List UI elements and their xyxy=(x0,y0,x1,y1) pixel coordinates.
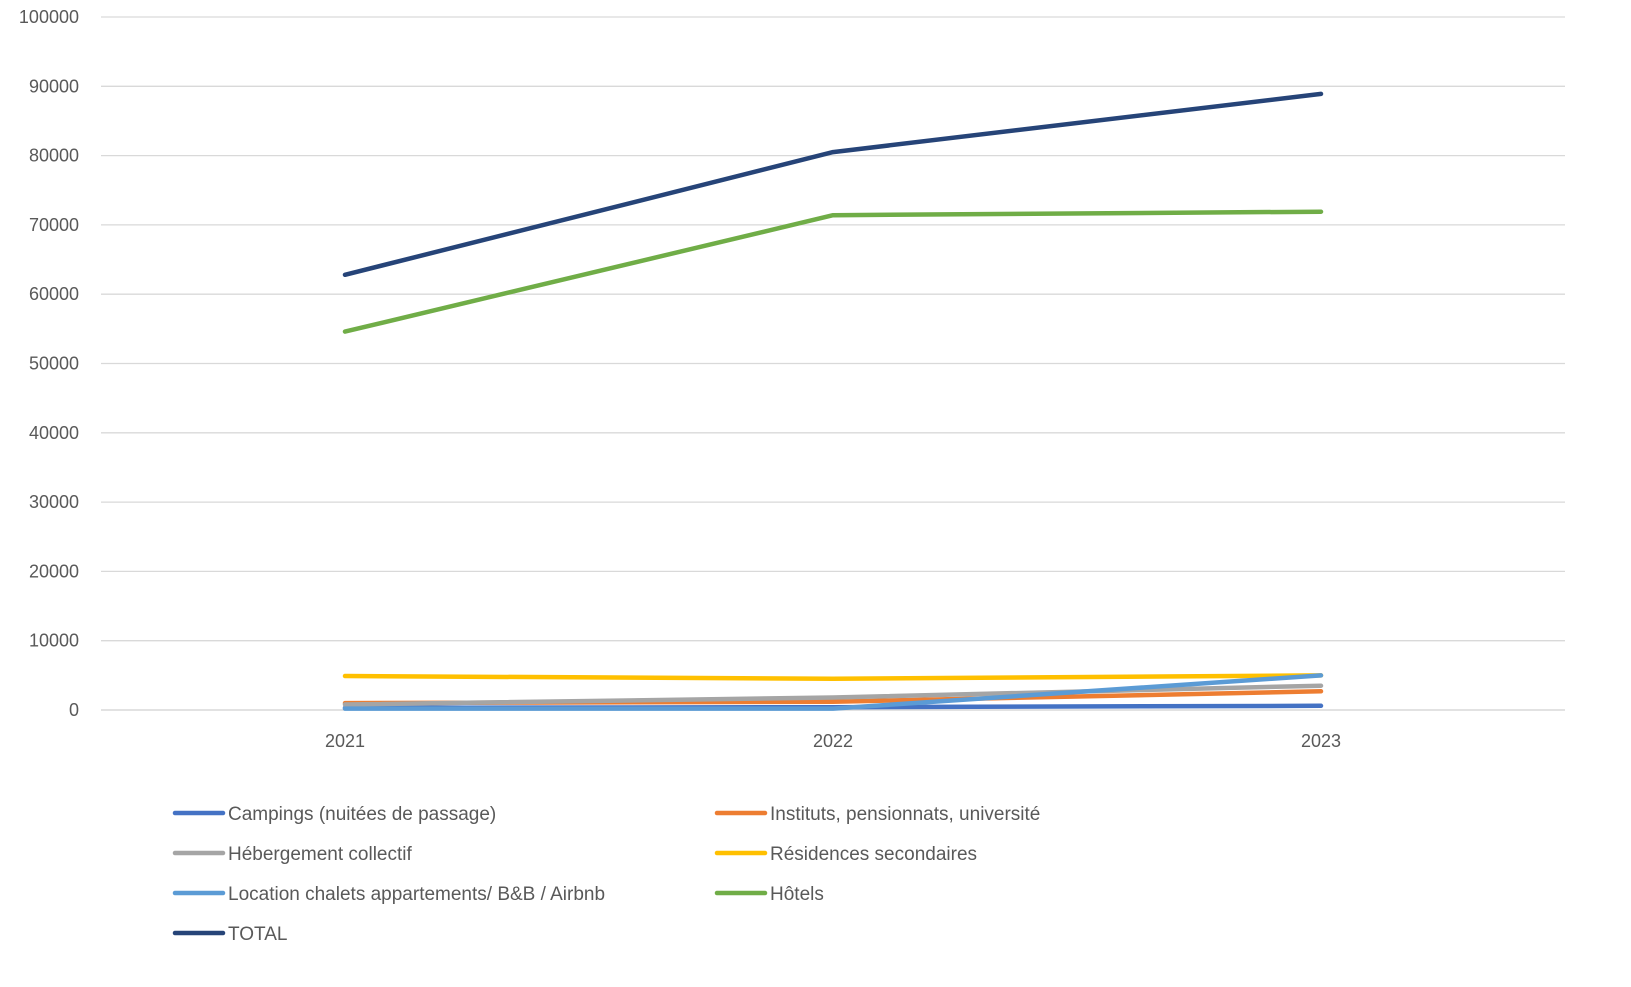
x-tick-label: 2022 xyxy=(813,731,853,751)
legend-item-hebergement-collectif: Hébergement collectif xyxy=(172,844,412,865)
legend-label: Hébergement collectif xyxy=(228,844,412,865)
y-tick-label: 40000 xyxy=(29,423,79,443)
legend-label: Résidences secondaires xyxy=(770,844,977,865)
y-tick-label: 80000 xyxy=(29,146,79,166)
legend-label: Location chalets appartements/ B&B / Air… xyxy=(228,884,605,905)
y-tick-label: 60000 xyxy=(29,284,79,304)
x-tick-label: 2021 xyxy=(325,731,365,751)
legend-item-residences-secondaires: Résidences secondaires xyxy=(714,844,977,865)
y-tick-label: 10000 xyxy=(29,631,79,651)
y-tick-label: 50000 xyxy=(29,354,79,374)
series-line-hotels xyxy=(342,209,1324,334)
legend-item-instituts-pensionnats-universite: Instituts, pensionnats, université xyxy=(714,804,1040,825)
legend-label: Hôtels xyxy=(770,884,824,905)
y-tick-label: 70000 xyxy=(29,215,79,235)
y-tick-label: 100000 xyxy=(19,7,79,27)
legend: Campings (nuitées de passage) Instituts, … xyxy=(172,804,1040,945)
y-tick-label: 0 xyxy=(69,700,79,720)
y-axis: 0 10000 20000 30000 40000 50000 60000 70000 8000… xyxy=(19,7,79,720)
y-tick-label: 90000 xyxy=(29,76,79,96)
legend-item-total: TOTAL xyxy=(172,924,287,945)
series-line-residences-secondaires xyxy=(342,673,1324,682)
series-lines xyxy=(342,91,1324,711)
y-tick-label: 20000 xyxy=(29,561,79,581)
legend-item-hotels: Hôtels xyxy=(714,884,824,905)
legend-label: Instituts, pensionnats, université xyxy=(770,804,1040,825)
legend-label: Campings (nuitées de passage) xyxy=(228,804,496,825)
y-tick-label: 30000 xyxy=(29,492,79,512)
legend-label: TOTAL xyxy=(228,924,287,945)
gridlines xyxy=(101,16,1565,711)
x-tick-label: 2023 xyxy=(1301,731,1341,751)
x-axis: 2021 2022 2023 xyxy=(325,731,1341,751)
series-line-hebergement-collectif xyxy=(342,683,1324,707)
series-line-total xyxy=(342,91,1324,278)
legend-item-location-chalets-appartements-b-b-airbnb: Location chalets appartements/ B&B / Air… xyxy=(172,884,605,905)
legend-item-campings-nuitees-de-passage: Campings (nuitées de passage) xyxy=(172,804,496,825)
series-line-location-chalets-appartements-b-b-airbnb xyxy=(342,673,1324,711)
